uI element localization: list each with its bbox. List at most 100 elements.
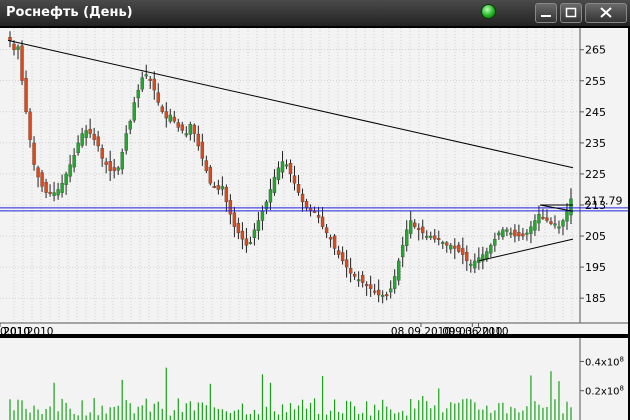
candle-body [389, 288, 393, 293]
candle-body [324, 227, 329, 234]
candle-body [220, 186, 225, 190]
date-tick-label: 08.09.2010 [391, 326, 451, 338]
candle-body [76, 142, 80, 154]
candle-body [421, 226, 425, 234]
candle-body [296, 184, 301, 193]
candle-body [417, 227, 421, 230]
maximize-icon [565, 7, 577, 18]
candle-body [148, 78, 152, 81]
candle-body [104, 161, 108, 165]
candle-body [489, 245, 493, 254]
candle-body [541, 216, 545, 219]
candle-body [156, 92, 160, 103]
current-price-label: 217.79 [584, 194, 623, 207]
candle-body [88, 128, 92, 134]
candle-body [344, 259, 349, 268]
price-tick-label: 235 [585, 137, 606, 150]
candle-body [525, 232, 529, 235]
candle-body [501, 229, 505, 237]
candle-body [316, 215, 321, 218]
candle-body [569, 198, 573, 216]
price-axis-ticks: 185 195 205 213 225 235 245 255 265 [580, 44, 606, 305]
candle-body [12, 43, 16, 50]
candle-body [172, 116, 176, 122]
candle-body [493, 239, 497, 246]
candle-body [208, 167, 213, 184]
candle-body [549, 221, 553, 224]
candle-body [513, 229, 517, 237]
candle-body [192, 124, 197, 134]
maximize-button[interactable] [560, 3, 582, 23]
price-chart[interactable]: 185 195 205 213 225 235 245 255 265 0.01.2010 09.… [0, 26, 630, 420]
candle-body [140, 77, 144, 90]
candle-body [473, 260, 477, 269]
candle-body [108, 161, 112, 171]
candle-body [32, 142, 36, 165]
candle-body [92, 134, 96, 140]
close-button[interactable] [585, 3, 627, 23]
candle-body [132, 102, 136, 121]
candle-body [52, 192, 56, 196]
volume-tick-label: 0.4x108 [585, 355, 624, 368]
minimize-button[interactable] [535, 3, 557, 23]
candle-body [264, 201, 269, 210]
date-tick-label: 0.01.2010 [0, 326, 53, 338]
volume-axis-ticks: 0.2x108 0.4x108 [580, 355, 624, 398]
candle-body [360, 275, 365, 283]
candle-body [244, 238, 249, 246]
candle-body [429, 235, 433, 238]
candle-body [188, 124, 192, 135]
candle-body [288, 163, 293, 175]
candle-body [56, 189, 60, 196]
candle-body [124, 133, 128, 151]
date-tick-label: 22.04.2010 [0, 326, 30, 338]
candle-body [236, 222, 241, 234]
candle-body [453, 245, 457, 249]
price-tick-label: 245 [585, 106, 606, 119]
candle-body [196, 133, 201, 147]
title-bar[interactable]: Роснефть (День) [0, 0, 630, 27]
price-pane [0, 28, 628, 334]
candle-body [28, 111, 32, 140]
price-tick-label: 205 [585, 230, 606, 243]
volume-tick-label: 0.2x108 [585, 385, 624, 398]
price-tick-label: 185 [585, 292, 606, 305]
minimize-icon [541, 15, 551, 17]
candle-body [176, 122, 180, 128]
candle-body [200, 141, 205, 159]
close-icon [600, 7, 612, 18]
candle-body [537, 214, 541, 224]
candle-body [497, 232, 501, 236]
candle-body [96, 136, 100, 147]
candle-body [545, 217, 549, 221]
candle-body [232, 212, 237, 227]
trend-line [540, 204, 574, 212]
candle-body [509, 232, 513, 235]
candle-body [260, 211, 265, 221]
candle-body [425, 235, 429, 238]
candle-body [128, 121, 132, 130]
candle-body [248, 242, 253, 244]
candle-body [44, 181, 48, 193]
trend-line [478, 238, 574, 262]
candle-body [433, 235, 437, 240]
candle-body [72, 155, 76, 168]
candle-body [393, 276, 397, 289]
candle-body [300, 193, 305, 203]
price-tick-label: 265 [585, 44, 606, 57]
candle-body [16, 46, 20, 50]
candle-body [284, 164, 289, 167]
candle-body [292, 175, 297, 184]
candle-body [304, 201, 309, 209]
window-title: Роснефть (День) [6, 5, 133, 20]
candle-body [8, 37, 12, 41]
candle-body [184, 133, 188, 136]
candle-body [449, 245, 453, 250]
candle-body [20, 45, 24, 81]
candle-body [268, 189, 273, 203]
candle-body [437, 238, 441, 241]
candle-body [112, 167, 116, 171]
candle-body [152, 78, 156, 91]
candle-body [168, 114, 172, 122]
